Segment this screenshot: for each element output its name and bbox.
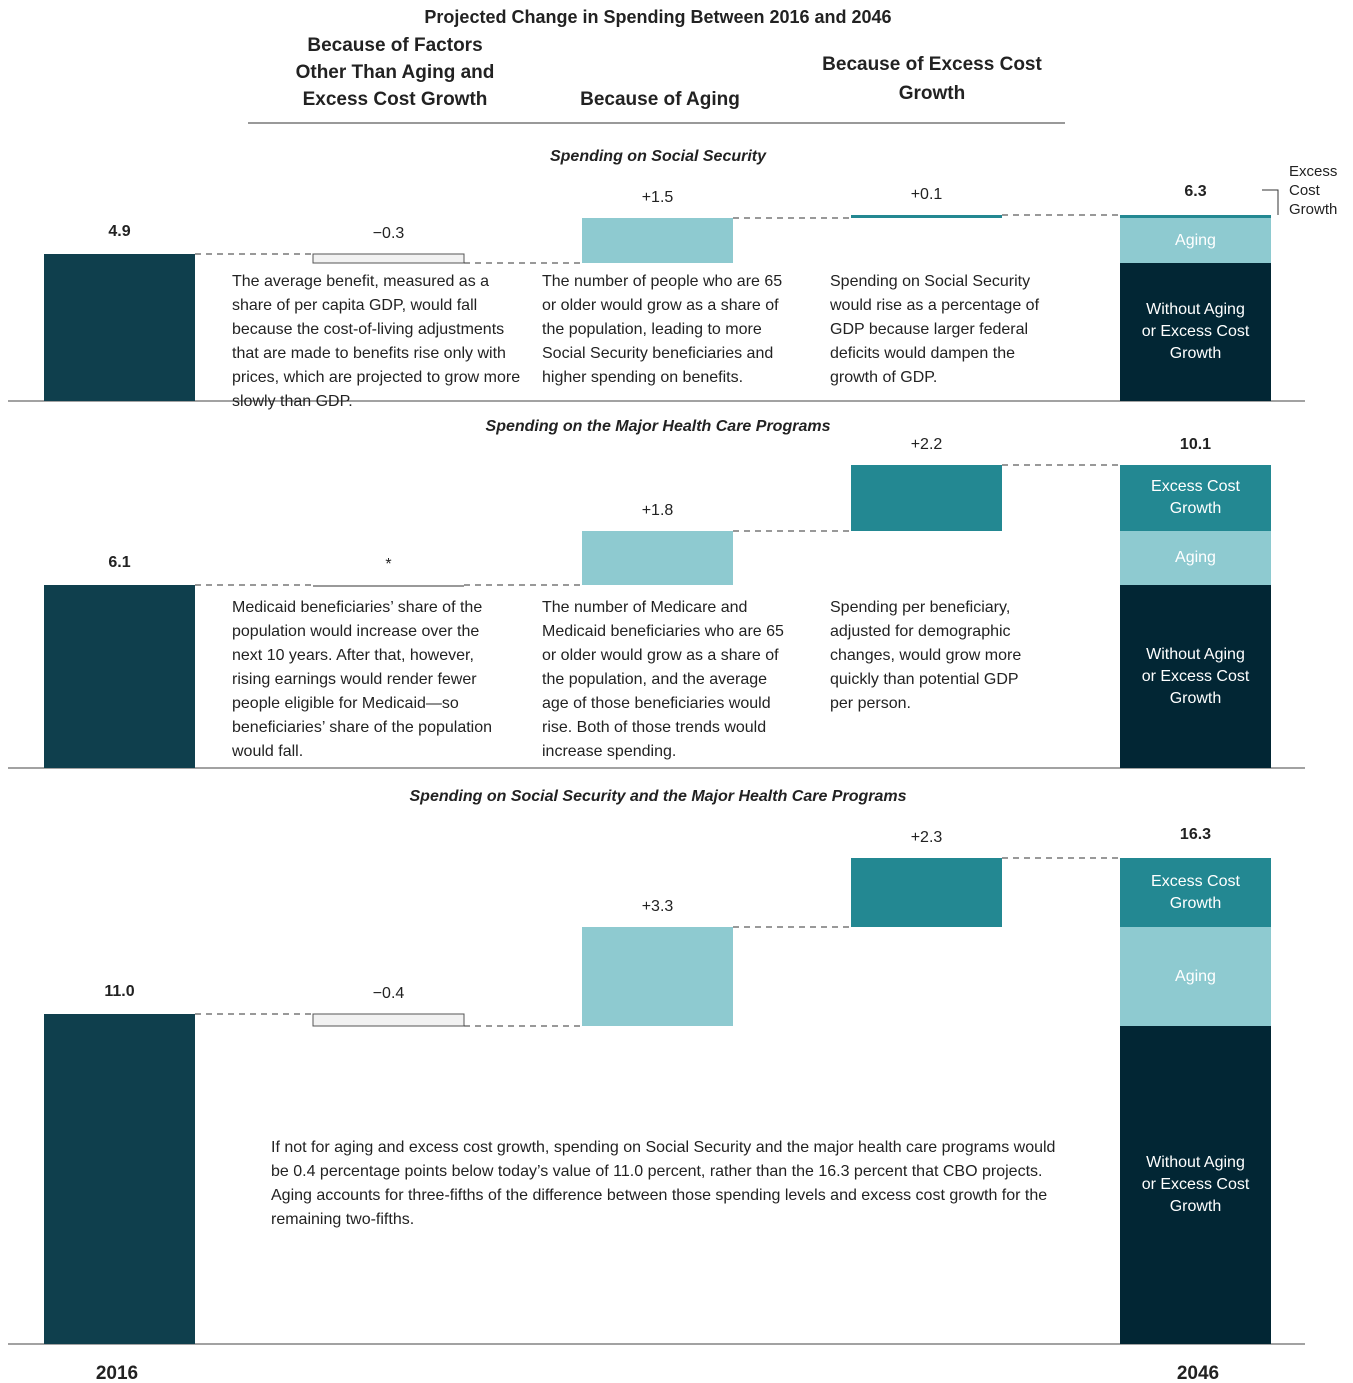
segment-label: Excess Cost Growth: [1151, 478, 1240, 517]
bar-segment: [1120, 927, 1271, 1026]
bar-segment: [1120, 215, 1271, 218]
bar: [851, 858, 1002, 927]
bar: [851, 465, 1002, 531]
value-label: +2.3: [910, 829, 943, 846]
bar: [312, 1013, 465, 1027]
note: The number of Medicare and Medicaid bene…: [542, 599, 784, 760]
note: Spending per beneficiary, adjusted for d…: [830, 599, 1022, 712]
segment-label: Without Aging or Excess Cost Growth: [1141, 301, 1250, 362]
column-header: Because of Factors Other Than Aging and …: [295, 35, 495, 110]
note: Spending on Social Security would rise a…: [830, 273, 1040, 386]
value-label: +3.3: [641, 898, 674, 915]
value-label: 4.9: [108, 223, 131, 240]
value-label: 10.1: [1179, 436, 1212, 453]
segment-label: Aging: [1175, 231, 1216, 249]
bar-segment: [1120, 1026, 1271, 1344]
bar: [582, 531, 733, 585]
bar: [313, 585, 464, 587]
bar-segment: [1120, 218, 1271, 263]
note: The number of people who are 65 or older…: [542, 273, 783, 386]
value-label: 16.3: [1179, 826, 1212, 843]
value-label: −0.3: [372, 225, 405, 242]
value-label: −0.4: [372, 985, 405, 1002]
panel-title: Spending on the Major Health Care Progra…: [485, 418, 831, 435]
bar: [44, 585, 195, 768]
segment-label: Excess Cost Growth: [1289, 163, 1338, 218]
note: The average benefit, measured as a share…: [232, 273, 521, 410]
column-header: Because of Excess Cost Growth: [822, 54, 1042, 104]
bar-segment: [1120, 858, 1271, 927]
value-label: *: [385, 556, 392, 573]
bar: [44, 1014, 195, 1344]
bar-segment: [1120, 263, 1271, 401]
value-label: 6.3: [1184, 183, 1207, 200]
column-header: Because of Aging: [580, 89, 740, 110]
value-label: 11.0: [104, 983, 135, 1000]
x-label: 2016: [95, 1363, 139, 1383]
bar: [44, 254, 195, 401]
figure-title: Projected Change in Spending Between 201…: [424, 7, 892, 27]
panel-title: Spending on Social Security: [549, 148, 767, 165]
bar: [582, 218, 733, 263]
bar-segment: [1120, 585, 1271, 768]
bar: [582, 927, 733, 1026]
segment-label: Aging: [1175, 967, 1216, 985]
label-bracket: [1262, 189, 1279, 215]
value-label: +1.8: [641, 502, 674, 519]
segment-label: Excess Cost Growth: [1151, 872, 1240, 912]
x-label: 2046: [1176, 1363, 1220, 1383]
segment-label: Without Aging or Excess Cost Growth: [1141, 645, 1250, 707]
bar: [312, 253, 465, 264]
value-label: +0.1: [910, 186, 943, 203]
bar-segment: [1120, 531, 1271, 585]
value-label: +1.5: [641, 189, 674, 206]
note: If not for aging and excess cost growth,…: [271, 1139, 1056, 1228]
note: Medicaid beneficiaries’ share of the pop…: [232, 599, 493, 760]
segment-label: Aging: [1175, 549, 1216, 566]
value-label: +2.2: [910, 436, 943, 453]
segment-label: Without Aging or Excess Cost Growth: [1141, 1154, 1250, 1215]
bar-segment: [1120, 465, 1271, 531]
value-label: 6.1: [108, 554, 131, 571]
bar: [851, 215, 1002, 218]
panel-title: Spending on Social Security and the Majo…: [409, 788, 907, 805]
